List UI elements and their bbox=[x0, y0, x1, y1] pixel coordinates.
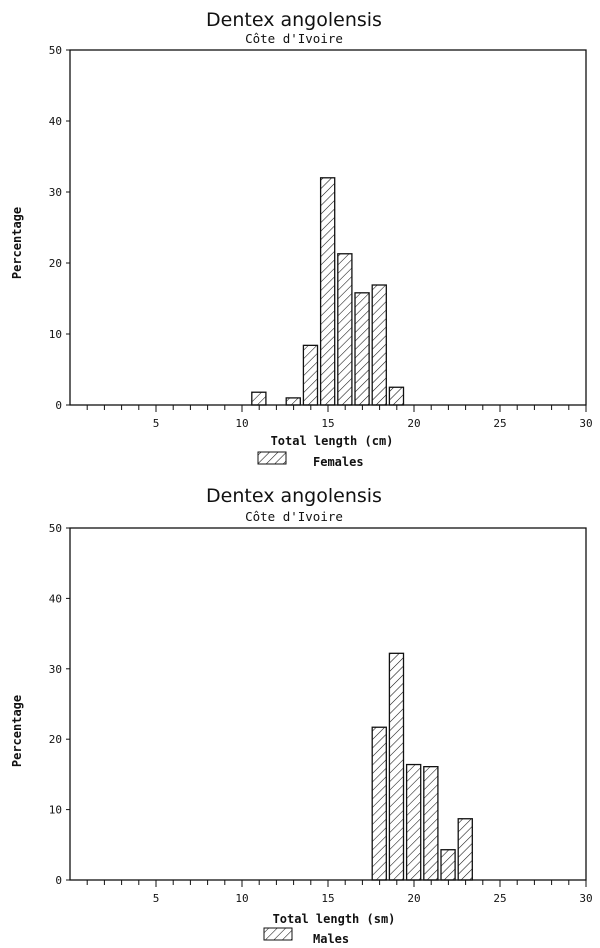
bar bbox=[440, 849, 456, 881]
y-axis: 0 10 20 30 40 50 bbox=[49, 44, 70, 412]
x-tick-label: 5 bbox=[153, 892, 160, 905]
bar bbox=[251, 391, 267, 406]
y-tick-label: 10 bbox=[49, 804, 62, 817]
legend-label: Females bbox=[313, 455, 364, 469]
bar bbox=[354, 292, 370, 406]
bar-group bbox=[371, 652, 473, 881]
males-chart: Dentex angolensis Côte d'Ivoire 0 10 20 30 4… bbox=[10, 485, 593, 946]
chart-title: Dentex angolensis bbox=[206, 9, 382, 31]
bar bbox=[319, 177, 336, 406]
x-tick-label: 30 bbox=[579, 417, 592, 430]
y-axis-label: Percentage bbox=[10, 207, 24, 279]
x-tick-label: 10 bbox=[235, 892, 248, 905]
bar bbox=[302, 344, 319, 406]
legend-swatch bbox=[257, 451, 287, 465]
bar bbox=[285, 397, 301, 406]
x-tick-label: 25 bbox=[493, 417, 506, 430]
y-tick-label: 10 bbox=[49, 328, 62, 341]
legend-swatch bbox=[263, 927, 293, 941]
y-tick-label: 20 bbox=[49, 733, 62, 746]
x-axis: 5 10 15 20 25 30 bbox=[86, 880, 593, 905]
chart-title: Dentex angolensis bbox=[206, 485, 382, 507]
y-tick-label: 50 bbox=[49, 522, 62, 535]
x-tick-label: 20 bbox=[407, 892, 420, 905]
bar bbox=[423, 766, 439, 881]
bar bbox=[388, 386, 405, 406]
plot-frame bbox=[69, 527, 587, 881]
x-tick-label: 15 bbox=[321, 417, 334, 430]
y-tick-label: 20 bbox=[49, 257, 62, 270]
bar bbox=[405, 763, 422, 881]
x-tick-label: 20 bbox=[407, 417, 420, 430]
chart-subtitle: Côte d'Ivoire bbox=[245, 31, 343, 46]
bar bbox=[371, 726, 387, 881]
x-tick-label: 10 bbox=[235, 417, 248, 430]
y-tick-label: 0 bbox=[55, 874, 62, 887]
bar bbox=[388, 652, 405, 881]
x-tick-label: 25 bbox=[493, 892, 506, 905]
y-tick-label: 30 bbox=[49, 186, 62, 199]
y-tick-label: 40 bbox=[49, 115, 62, 128]
x-tick-label: 5 bbox=[153, 417, 160, 430]
x-tick-label: 30 bbox=[579, 892, 592, 905]
bar bbox=[337, 253, 353, 406]
females-chart: Dentex angolensis Côte d'Ivoire 0 10 20 30 4… bbox=[10, 9, 593, 469]
chart-subtitle: Côte d'Ivoire bbox=[245, 509, 343, 524]
legend-label: Males bbox=[313, 932, 349, 946]
x-axis-label: Total length (cm) bbox=[271, 434, 394, 448]
bar bbox=[457, 818, 473, 881]
x-axis-label: Total length (sm) bbox=[273, 912, 396, 926]
y-tick-label: 40 bbox=[49, 592, 62, 605]
x-axis: 5 10 15 20 25 30 bbox=[86, 405, 593, 430]
y-tick-label: 50 bbox=[49, 44, 62, 57]
y-axis-label: Percentage bbox=[10, 695, 24, 767]
bar bbox=[371, 284, 387, 406]
y-tick-label: 30 bbox=[49, 663, 62, 676]
y-axis: 0 10 20 30 40 50 bbox=[49, 522, 70, 887]
y-tick-label: 0 bbox=[55, 399, 62, 412]
x-tick-label: 15 bbox=[321, 892, 334, 905]
bar-group bbox=[251, 177, 405, 406]
